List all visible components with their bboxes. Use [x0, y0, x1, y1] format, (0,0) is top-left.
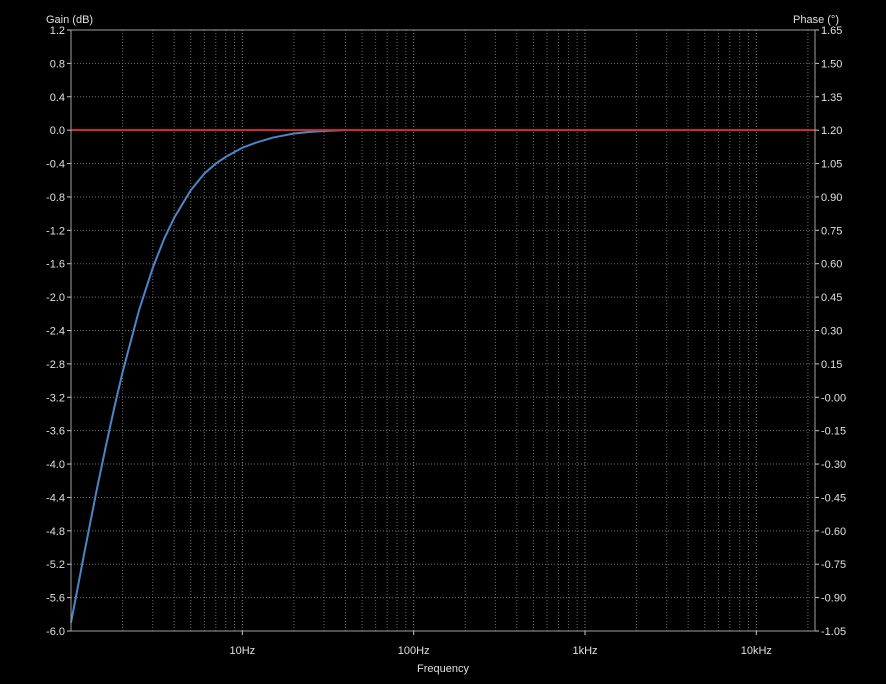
x-tick-label: 10Hz	[229, 645, 255, 657]
x-tick-label: 100Hz	[398, 645, 430, 657]
x-tick-label: 1kHz	[572, 645, 597, 657]
right-tick-label: -1.05	[821, 626, 846, 638]
gain-curve	[70, 129, 346, 623]
right-tick-label: -0.00	[821, 392, 846, 404]
plot-frame	[70, 29, 816, 632]
left-tick-label: -2.8	[46, 359, 65, 371]
left-tick-label: -4.4	[46, 492, 65, 504]
right-tick-label: -0.45	[821, 492, 846, 504]
right-tick-label: -0.30	[821, 459, 846, 471]
right-tick-label: 1.05	[821, 159, 842, 171]
left-tick-label: -4.8	[46, 526, 65, 538]
series-layer	[70, 129, 815, 623]
axes: 1.2 1.65 0.8 1.50 0.4 1.35 0.0 1.20 -0.4 1.05 -0.8…	[46, 25, 846, 657]
grid	[70, 29, 815, 632]
left-tick-label: 0.4	[50, 92, 65, 104]
right-tick-label: 1.20	[821, 125, 842, 137]
left-tick-label: -3.2	[46, 392, 65, 404]
x-axis-title: Frequency	[417, 663, 469, 675]
left-tick-label: -3.6	[46, 426, 65, 438]
left-tick-label: -5.6	[46, 593, 65, 605]
right-axis-title: Phase (°)	[793, 14, 839, 26]
right-tick-label: 0.60	[821, 259, 842, 271]
left-tick-label: -1.6	[46, 259, 65, 271]
left-tick-label: -1.2	[46, 225, 65, 237]
left-tick-label: -0.8	[46, 192, 65, 204]
right-tick-label: 0.15	[821, 359, 842, 371]
right-tick-label: 0.75	[821, 225, 842, 237]
left-tick-label: -6.0	[46, 626, 65, 638]
left-tick-label: 0.8	[50, 58, 65, 70]
x-tick-label: 10kHz	[741, 645, 772, 657]
right-tick-label: 1.50	[821, 58, 842, 70]
left-tick-label: 1.2	[50, 25, 65, 37]
right-tick-label: -0.15	[821, 426, 846, 438]
right-tick-label: -0.75	[821, 559, 846, 571]
left-axis-title: Gain (dB)	[46, 14, 93, 26]
right-tick-label: 0.45	[821, 292, 842, 304]
right-tick-label: -0.60	[821, 526, 846, 538]
left-tick-label: -0.4	[46, 159, 65, 171]
right-tick-label: 1.35	[821, 92, 842, 104]
left-tick-label: -2.4	[46, 326, 65, 338]
left-tick-label: -5.2	[46, 559, 65, 571]
right-tick-label: 0.90	[821, 192, 842, 204]
right-tick-label: 0.30	[821, 326, 842, 338]
left-tick-label: -4.0	[46, 459, 65, 471]
right-tick-label: -0.90	[821, 593, 846, 605]
left-tick-label: -2.0	[46, 292, 65, 304]
right-tick-label: 1.65	[821, 25, 842, 37]
left-tick-label: 0.0	[50, 125, 65, 137]
